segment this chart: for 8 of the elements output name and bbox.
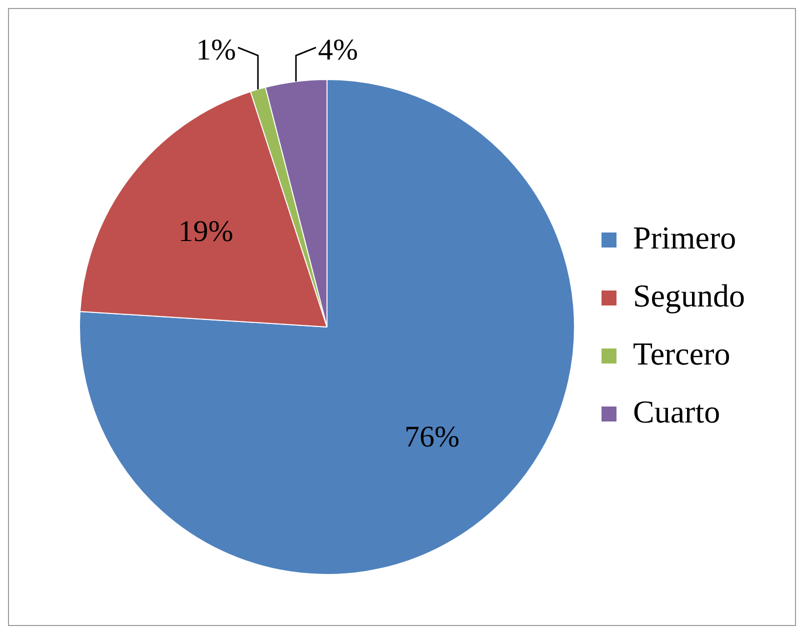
data-label: 1% [196,33,236,66]
legend-label: Tercero [633,335,730,372]
data-label: 76% [404,420,460,454]
data-label: 4% [318,33,358,66]
data-label: 19% [178,214,234,248]
legend-label: Cuarto [633,393,720,430]
legend-label: Primero [633,219,736,256]
legend-label: Segundo [633,277,745,314]
